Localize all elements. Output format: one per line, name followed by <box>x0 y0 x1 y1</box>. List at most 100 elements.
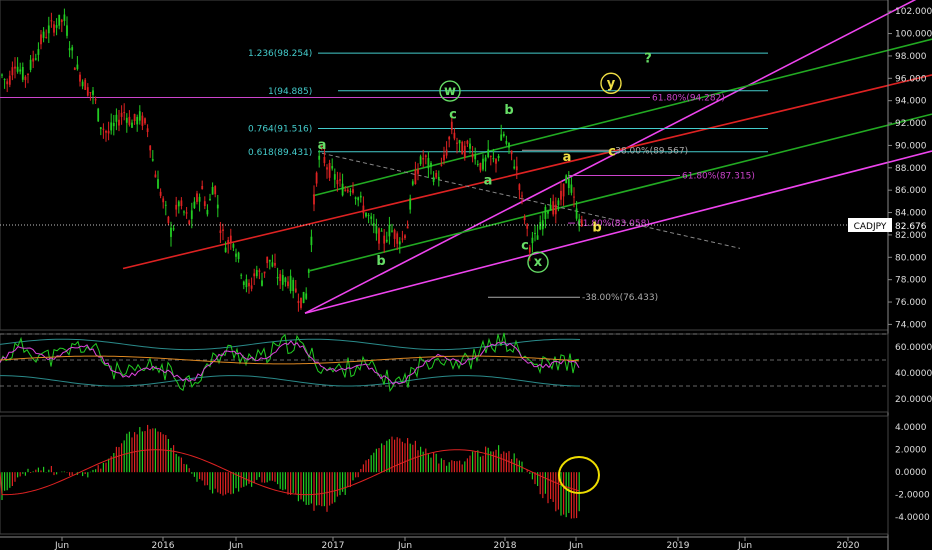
candle-body <box>297 301 300 303</box>
candle-body <box>391 230 393 232</box>
wave-label: b <box>376 254 385 269</box>
wave-label: a <box>563 150 572 165</box>
osc-lower-band <box>0 375 581 387</box>
candle-body <box>53 24 55 33</box>
candle-body <box>120 112 123 117</box>
channel-line <box>309 113 932 272</box>
candle-body <box>482 158 484 170</box>
candle-body <box>385 239 388 242</box>
candle-body <box>45 36 48 38</box>
candle-body <box>466 140 469 144</box>
candle-body <box>575 208 578 219</box>
candle-body <box>157 179 159 189</box>
candle-body <box>60 19 63 23</box>
candle-body <box>229 235 232 243</box>
candle-body <box>536 235 539 240</box>
candle-body <box>396 233 399 244</box>
candle-body <box>422 157 425 160</box>
candle-body <box>456 142 458 144</box>
y-tick-label: 82.000 <box>895 231 927 241</box>
candle-body <box>393 229 396 239</box>
candle-body <box>71 47 74 51</box>
candle-body <box>16 66 19 72</box>
wave-label: b <box>592 221 601 236</box>
candle-body <box>294 288 297 293</box>
wave-label: y <box>607 76 616 91</box>
candle-body <box>534 233 536 235</box>
candle-body <box>193 201 196 209</box>
candle-body <box>463 145 466 158</box>
candle-body <box>151 159 154 161</box>
candle-body <box>89 92 92 94</box>
candle-body <box>352 189 354 193</box>
candle-body <box>209 198 211 201</box>
candle-body <box>21 67 24 80</box>
candle-body <box>458 140 461 144</box>
fib-levels: 1.236(98.254) 1(94.885) 0.764(91.516) 0.618… <box>0 49 768 303</box>
candle-body <box>341 183 344 196</box>
y-tick-label: 76.000 <box>895 298 927 308</box>
candle-body <box>479 162 482 171</box>
candle-body <box>328 162 331 178</box>
candle-body <box>255 270 258 277</box>
candle-body <box>188 220 191 225</box>
candle-body <box>513 166 516 169</box>
candle-body <box>170 227 172 237</box>
candle-body <box>180 200 183 206</box>
candle-body <box>362 205 365 214</box>
candle-body <box>177 201 180 207</box>
macd-highlight-circle <box>558 456 600 494</box>
candle-body <box>268 259 271 262</box>
candle-body <box>305 293 308 299</box>
y-tick-label: 84.000 <box>895 209 927 219</box>
candle-body <box>235 253 237 257</box>
candle-body <box>505 140 508 144</box>
candle-body <box>388 225 391 237</box>
candle-body <box>76 64 79 70</box>
candle-body <box>232 244 235 248</box>
candle-body <box>370 216 373 219</box>
candle-body <box>453 132 456 139</box>
candle-body <box>149 145 152 151</box>
candle-body <box>175 204 178 210</box>
candle-body <box>365 212 367 217</box>
candle-body <box>242 281 245 285</box>
x-tick-label: 2019 <box>667 541 690 550</box>
candle-body <box>450 121 453 130</box>
osc-tick-label: 40.0000 <box>895 369 932 379</box>
osc-upper-band <box>0 338 581 351</box>
candle-body <box>73 67 76 70</box>
candle-body <box>487 149 490 158</box>
osc-fast-line <box>0 332 580 393</box>
x-tick-label: Jun <box>397 541 412 550</box>
candle-body <box>502 134 505 136</box>
candle-body <box>445 149 448 156</box>
candle-body <box>404 235 406 239</box>
candle-body <box>40 34 42 45</box>
macd-border <box>0 415 889 535</box>
candle-body <box>266 256 269 264</box>
candle-body <box>346 189 349 192</box>
candle-body <box>245 279 248 288</box>
x-tick-label: 2020 <box>837 541 860 550</box>
candle-body <box>224 247 227 253</box>
candle-body <box>547 211 549 214</box>
candle-body <box>42 31 45 38</box>
candle-body <box>539 222 542 230</box>
macd-tick-label: 0.0000 <box>895 468 927 478</box>
candle-body <box>214 186 217 195</box>
wave-label: a <box>318 138 327 153</box>
candle-body <box>401 238 404 240</box>
candle-body <box>378 228 380 244</box>
candle-body <box>339 179 341 181</box>
macd-panel: 4.0000 2.0000 0.0000 -2.0000 -4.0000 <box>0 415 930 535</box>
wave-label: b <box>504 103 513 118</box>
last-price-tag: CADJPY 82.676 <box>0 218 927 232</box>
candle-body <box>261 280 263 286</box>
channel-line <box>122 74 932 270</box>
candle-body <box>172 228 175 230</box>
y-tick-label: 94.000 <box>895 97 927 107</box>
candle-body <box>367 214 370 216</box>
candle-body <box>97 108 100 122</box>
